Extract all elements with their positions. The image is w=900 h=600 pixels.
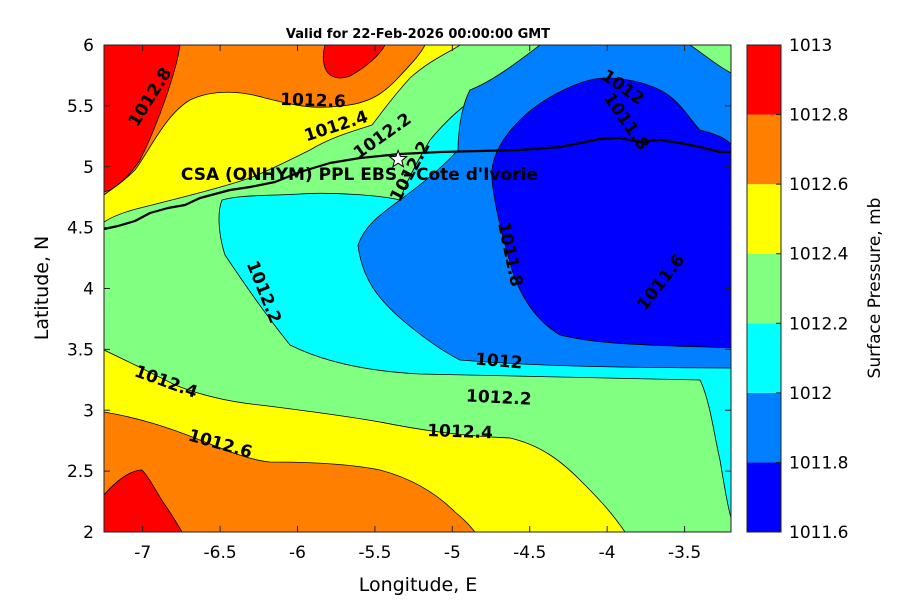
colorbar: [747, 45, 781, 532]
colorbar-tick-label: 1013: [789, 36, 832, 56]
band-1012.6-south: [104, 411, 476, 532]
y-tick-label: 2.5: [67, 462, 94, 482]
y-tick-label: 5: [83, 158, 94, 178]
y-axis-ticks: 2 2.5 3 3.5 4 4.5 5 5.5 6: [67, 36, 731, 543]
band-1012.8-north: [104, 45, 181, 193]
x-tick-label: -4: [599, 543, 616, 563]
y-axis-label: Latitude, N: [31, 236, 53, 341]
colorbar-swatch: [747, 323, 781, 393]
colorbar-tick-label: 1012.8: [789, 106, 848, 126]
x-tick-label: -5: [444, 543, 461, 563]
band-1012.8-south: [104, 469, 183, 532]
y-tick-label: 6: [83, 36, 94, 56]
colorbar-tick-label: 1012.4: [789, 245, 848, 265]
y-tick-label: 4: [83, 280, 94, 300]
contour-label: 1012.4: [427, 421, 493, 443]
colorbar-tick-label: 1011.8: [789, 453, 848, 473]
contour-field: 1012.8 1012.61012.41012.21012.210121011.8…: [104, 45, 731, 532]
contour-label: 1012.6: [280, 90, 346, 112]
x-tick-label: -4.5: [513, 543, 546, 563]
colorbar-tick-label: 1012.6: [789, 175, 848, 195]
x-axis-label: Longitude, E: [359, 574, 478, 596]
y-tick-label: 5.5: [67, 97, 94, 117]
colorbar-frame: [746, 44, 782, 533]
colorbar-tick-label: 1011.6: [789, 523, 848, 543]
colorbar-label: Surface Pressure, mb: [865, 198, 885, 379]
colorbar-swatch: [747, 392, 781, 463]
x-tick-label: -6.5: [204, 543, 237, 563]
x-axis-ticks: -7 -6.5 -6 -5.5 -5 -4.5 -4 -3.5: [134, 45, 701, 563]
chart-title: Valid for 22-Feb-2026 00:00:00 GMT: [286, 27, 550, 42]
y-tick-label: 3: [83, 401, 94, 421]
colorbar-ticks: 1011.6 1011.8 1012 1012.2 1012.4 1012.6 1012.8…: [776, 36, 848, 543]
colorbar-swatch: [747, 45, 781, 115]
colorbar-tick-label: 1012.2: [789, 314, 848, 334]
colorbar-swatch: [747, 253, 781, 324]
x-tick-label: -3.5: [668, 543, 701, 563]
coastline: [104, 136, 731, 231]
x-tick-label: -5.5: [358, 543, 391, 563]
colorbar-swatch: [747, 114, 781, 185]
colorbar-swatch: [747, 462, 781, 532]
x-tick-label: -6: [289, 543, 306, 563]
band-1012.8-top: [322, 45, 386, 79]
x-tick-label: -7: [134, 543, 151, 563]
band-1011.6: [491, 77, 731, 349]
y-tick-label: 4.5: [67, 219, 94, 239]
y-tick-label: 3.5: [67, 340, 94, 360]
contour-label: 1012.2: [465, 386, 532, 409]
contour-label: 1012: [474, 350, 523, 374]
y-tick-label: 2: [83, 523, 94, 543]
band-1012.6-north: [104, 45, 426, 196]
site-star-icon: [388, 148, 409, 168]
location-annotation: CSA (ONHYM) PPL EBS - Cote d'Ivorie: [181, 165, 538, 185]
colorbar-tick-label: 1012: [789, 384, 832, 404]
colorbar-swatch: [747, 184, 781, 254]
